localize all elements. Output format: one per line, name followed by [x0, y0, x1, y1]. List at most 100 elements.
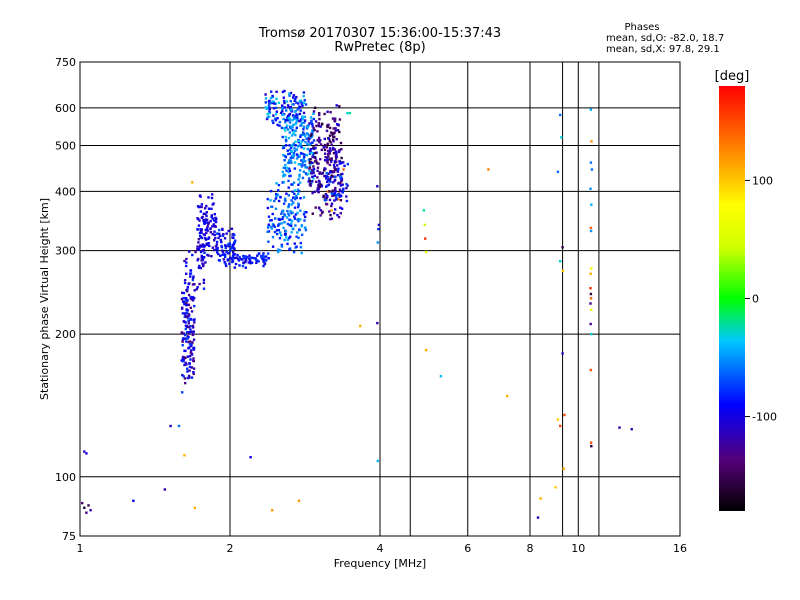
data-point: [205, 211, 208, 214]
data-point: [210, 215, 213, 219]
data-point: [211, 217, 214, 220]
data-point: [340, 162, 343, 165]
data-point: [302, 111, 306, 115]
data-point: [293, 217, 297, 220]
data-point: [329, 217, 332, 221]
data-point: [324, 155, 327, 159]
data-point: [85, 511, 88, 514]
data-point: [630, 428, 633, 431]
data-point: [263, 255, 266, 259]
data-point: [289, 106, 293, 109]
data-point: [589, 292, 593, 296]
data-point: [297, 205, 300, 209]
data-point: [589, 226, 593, 230]
data-point: [197, 241, 200, 244]
data-point: [422, 209, 426, 212]
data-point: [338, 188, 342, 191]
data-point: [189, 358, 192, 361]
data-point: [193, 283, 196, 286]
data-point: [287, 136, 291, 140]
data-point: [285, 116, 289, 119]
data-point: [339, 175, 342, 178]
data-point: [248, 259, 252, 263]
data-point: [229, 256, 232, 260]
data-point: [288, 121, 292, 124]
data-point: [85, 452, 88, 455]
data-point: [185, 261, 188, 264]
data-point: [293, 167, 296, 170]
data-point: [300, 102, 303, 105]
data-point: [290, 125, 293, 128]
data-point: [189, 328, 192, 331]
data-point: [256, 254, 259, 257]
data-point: [309, 148, 312, 151]
data-point: [228, 249, 232, 253]
data-point: [328, 134, 332, 137]
data-point: [293, 149, 297, 153]
data-point: [286, 238, 289, 242]
data-point: [292, 123, 295, 126]
data-point: [339, 212, 342, 215]
data-point: [197, 217, 200, 221]
data-point: [221, 250, 225, 254]
data-point: [316, 166, 320, 169]
data-point: [184, 299, 188, 302]
data-point: [189, 275, 192, 278]
data-point: [187, 282, 190, 286]
data-point: [291, 129, 294, 132]
data-point: [284, 163, 287, 167]
data-point: [269, 199, 272, 202]
data-point: [330, 209, 333, 212]
data-point: [327, 179, 331, 182]
data-point: [273, 102, 276, 105]
y-tick-label: 500: [55, 139, 76, 152]
data-point: [376, 459, 379, 463]
data-point: [207, 236, 211, 239]
data-point: [263, 263, 266, 266]
data-point: [186, 355, 190, 358]
data-point: [337, 198, 340, 201]
data-point: [310, 120, 313, 123]
phases-title: Phases: [624, 22, 660, 33]
data-point: [187, 303, 191, 306]
data-point: [274, 106, 278, 109]
data-point: [299, 99, 303, 102]
data-point: [308, 137, 311, 141]
data-point: [313, 106, 317, 109]
data-point: [291, 154, 294, 157]
data-point: [298, 154, 301, 158]
data-point: [273, 225, 277, 229]
data-point: [311, 161, 314, 165]
data-point: [308, 167, 311, 170]
data-point: [185, 264, 188, 268]
data-point: [330, 157, 333, 160]
data-point: [302, 160, 305, 163]
data-point: [213, 233, 216, 237]
data-point: [188, 342, 192, 346]
data-point: [284, 230, 288, 233]
data-point: [207, 222, 210, 225]
data-point: [300, 144, 303, 148]
data-point: [203, 233, 206, 237]
data-point: [314, 120, 318, 123]
data-point: [188, 365, 192, 369]
data-point: [188, 354, 192, 358]
data-point: [299, 197, 302, 200]
data-point: [589, 187, 592, 190]
data-point: [282, 99, 286, 103]
data-point: [261, 253, 265, 256]
data-point: [359, 324, 362, 328]
data-point: [424, 250, 428, 254]
data-point: [213, 239, 216, 242]
data-point: [322, 194, 325, 198]
data-point: [289, 91, 293, 95]
data-point: [191, 181, 194, 184]
data-point: [315, 180, 318, 183]
data-point: [277, 183, 281, 187]
data-point: [326, 142, 329, 145]
data-point: [204, 212, 207, 216]
data-point: [328, 152, 331, 155]
data-point: [193, 304, 196, 308]
data-point: [340, 189, 343, 193]
data-point: [285, 192, 288, 195]
